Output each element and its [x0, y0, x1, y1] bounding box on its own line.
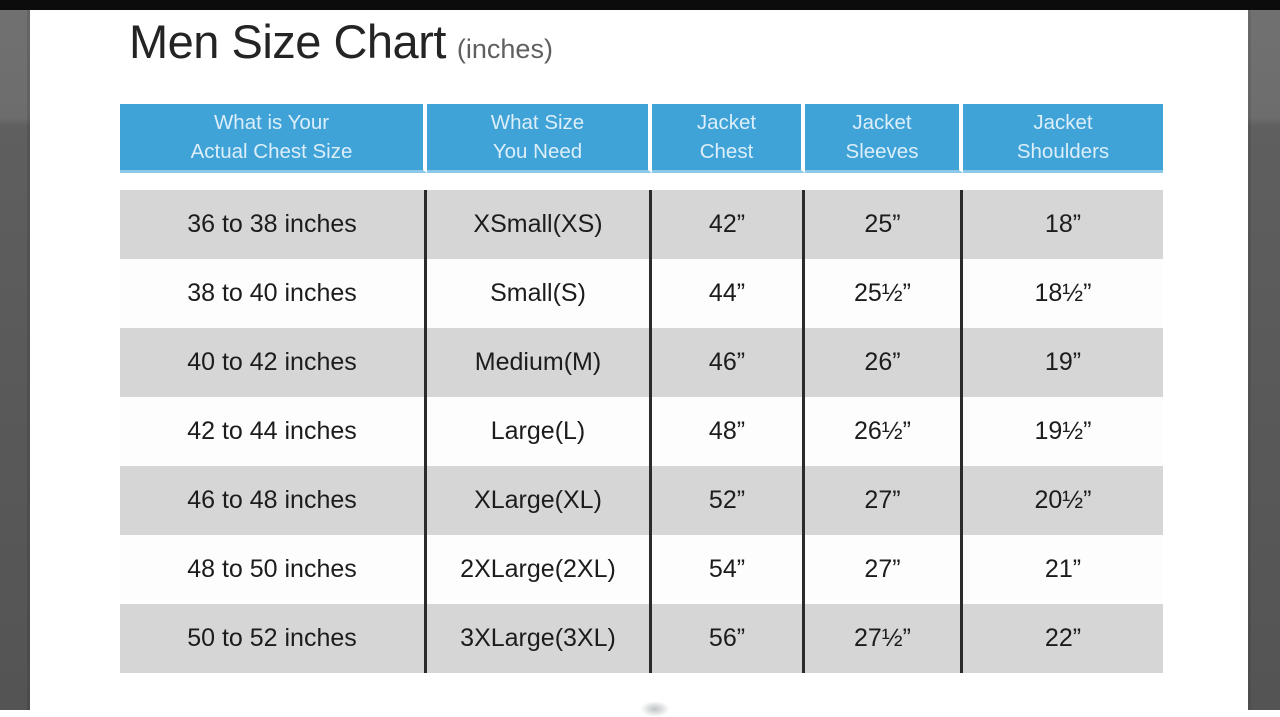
- table-cell-6-2: 56”: [652, 604, 805, 673]
- bottom-edge-mark: [640, 701, 670, 717]
- header-cell-1-line1: What Size: [490, 111, 585, 134]
- header-cell-2-line1: Jacket: [696, 111, 757, 134]
- table-cell-2-3: 26”: [805, 328, 963, 397]
- table-cell-4-3: 27”: [805, 466, 963, 535]
- table-row-3: 42 to 44 inches Large(L) 48” 26½” 19½”: [120, 397, 1163, 466]
- table-row-5: 48 to 50 inches 2XLarge(2XL) 54” 27” 21”: [120, 535, 1163, 604]
- table-cell-1-2: 44”: [652, 259, 805, 328]
- table-row-6: 50 to 52 inches 3XLarge(3XL) 56” 27½” 22”: [120, 604, 1163, 673]
- header-cell-4-line2: Shoulders: [1016, 140, 1110, 163]
- table-cell-1-1: Small(S): [427, 259, 652, 328]
- table-cell-3-2: 48”: [652, 397, 805, 466]
- page-title-unit: (inches): [456, 34, 553, 64]
- table-cell-1-3: 25½”: [805, 259, 963, 328]
- table-cell-5-4: 21”: [963, 535, 1163, 604]
- right-letterbox-bar: [1248, 0, 1280, 710]
- table-cell-2-2: 46”: [652, 328, 805, 397]
- table-cell-0-4: 18”: [963, 190, 1163, 259]
- table-cell-5-1: 2XLarge(2XL): [427, 535, 652, 604]
- table-cell-2-1: Medium(M): [427, 328, 652, 397]
- header-cell-3-line2: Sleeves: [845, 140, 919, 163]
- top-letterbox-bar: [0, 0, 1280, 10]
- table-cell-2-4: 19”: [963, 328, 1163, 397]
- table-cell-0-0: 36 to 38 inches: [120, 190, 427, 259]
- table-cell-3-4: 19½”: [963, 397, 1163, 466]
- size-chart-table: What is Your Actual Chest Size What Size Yo…: [120, 104, 1163, 673]
- header-cell-2: Jacket Chest: [652, 104, 805, 173]
- table-cell-5-3: 27”: [805, 535, 963, 604]
- table-cell-6-4: 22”: [963, 604, 1163, 673]
- table-cell-6-0: 50 to 52 inches: [120, 604, 427, 673]
- header-cell-4: Jacket Shoulders: [963, 104, 1163, 173]
- table-cell-2-0: 40 to 42 inches: [120, 328, 427, 397]
- table-cell-6-1: 3XLarge(3XL): [427, 604, 652, 673]
- table-cell-0-3: 25”: [805, 190, 963, 259]
- header-cell-1-line2: You Need: [492, 140, 583, 163]
- header-cell-1: What Size You Need: [427, 104, 652, 173]
- table-cell-6-3: 27½”: [805, 604, 963, 673]
- table-cell-4-4: 20½”: [963, 466, 1163, 535]
- table-cell-4-0: 46 to 48 inches: [120, 466, 427, 535]
- table-cell-5-2: 54”: [652, 535, 805, 604]
- table-row-4: 46 to 48 inches XLarge(XL) 52” 27” 20½”: [120, 466, 1163, 535]
- table-cell-0-1: XSmall(XS): [427, 190, 652, 259]
- table-header-row: What is Your Actual Chest Size What Size Yo…: [120, 104, 1163, 173]
- table-row-0: 36 to 38 inches XSmall(XS) 42” 25” 18”: [120, 190, 1163, 259]
- table-body: 36 to 38 inches XSmall(XS) 42” 25” 18” 38 to …: [120, 190, 1163, 673]
- header-cell-4-line1: Jacket: [1033, 111, 1093, 134]
- page-title-text: Men Size Chart: [129, 15, 446, 68]
- table-cell-0-2: 42”: [652, 190, 805, 259]
- header-cell-0-line1: What is Your: [213, 111, 330, 134]
- table-cell-1-4: 18½”: [963, 259, 1163, 328]
- header-cell-3: Jacket Sleeves: [805, 104, 963, 173]
- header-cell-0-line2: Actual Chest Size: [190, 140, 353, 163]
- table-cell-5-0: 48 to 50 inches: [120, 535, 427, 604]
- table-cell-3-3: 26½”: [805, 397, 963, 466]
- table-cell-3-1: Large(L): [427, 397, 652, 466]
- header-cell-0: What is Your Actual Chest Size: [120, 104, 427, 173]
- page-title: Men Size Chart (inches): [129, 14, 553, 69]
- table-row-1: 38 to 40 inches Small(S) 44” 25½” 18½”: [120, 259, 1163, 328]
- table-cell-1-0: 38 to 40 inches: [120, 259, 427, 328]
- left-letterbox-bar: [0, 0, 30, 710]
- table-cell-3-0: 42 to 44 inches: [120, 397, 427, 466]
- table-row-2: 40 to 42 inches Medium(M) 46” 26” 19”: [120, 328, 1163, 397]
- header-cell-3-line1: Jacket: [852, 111, 912, 134]
- header-cell-2-line2: Chest: [699, 140, 754, 163]
- table-cell-4-2: 52”: [652, 466, 805, 535]
- table-cell-4-1: XLarge(XL): [427, 466, 652, 535]
